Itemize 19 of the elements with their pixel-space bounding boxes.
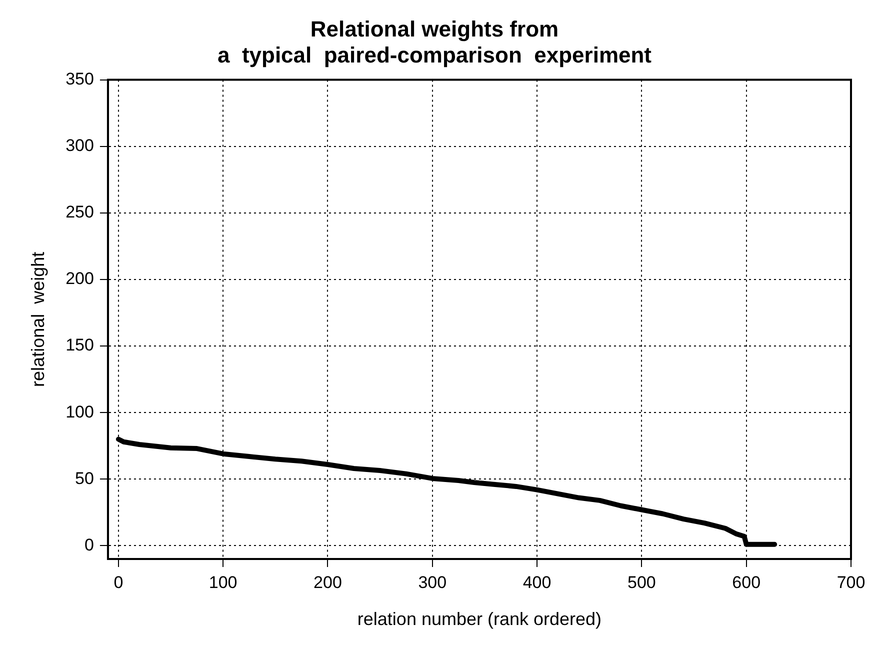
x-tick-label: 100: [208, 572, 238, 592]
x-tick-label: 600: [732, 572, 761, 592]
chart-title: Relational weights from a typical paired-comparison experiment: [217, 16, 652, 68]
y-axis-title: relational weight: [28, 252, 48, 387]
y-tick-label: 0: [84, 535, 94, 554]
y-tick-label: 200: [66, 269, 94, 288]
x-tick-label: 0: [114, 572, 124, 592]
y-tick-label: 100: [66, 402, 94, 422]
x-axis-title: relation number (rank ordered): [357, 609, 602, 630]
y-tick-label: 250: [66, 202, 94, 222]
x-tick-label: 200: [314, 572, 342, 592]
y-tick-label: 300: [66, 136, 94, 156]
y-tick-label: 50: [75, 468, 94, 488]
x-tick-label: 700: [836, 572, 866, 592]
y-tick-label: 150: [66, 336, 94, 355]
x-tick-label: 500: [628, 572, 656, 592]
y-tick-label: 350: [66, 69, 94, 88]
x-tick-label: 300: [418, 572, 447, 592]
x-tick-label: 400: [522, 572, 552, 592]
